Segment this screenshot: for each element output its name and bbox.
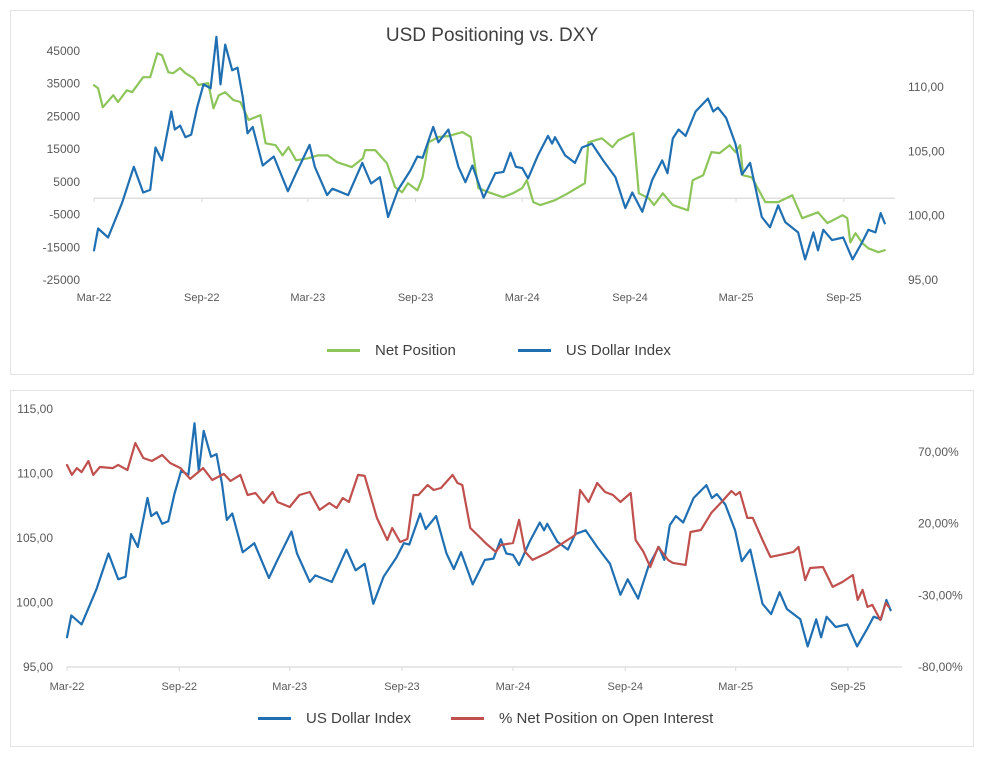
x-tick-label: Mar-22 <box>77 292 112 304</box>
y-left-tick-label: 35000 <box>47 77 81 91</box>
legend-label: % Net Position on Open Interest <box>499 710 714 727</box>
y-left-tick-label: 95,00 <box>23 660 53 674</box>
legend-swatch-net-position-open-interest <box>451 717 485 720</box>
legend-item-us-dollar-index: US Dollar Index <box>258 710 411 727</box>
x-tick-label: Mar-23 <box>272 681 307 693</box>
y-right-tick-label: 20,00% <box>918 517 959 531</box>
y-right-tick-label: -80,00% <box>918 660 963 674</box>
x-tick-label: Sep-23 <box>398 292 433 304</box>
bottom-legend: US Dollar Index % Net Position on Open I… <box>258 710 775 727</box>
series-line-us-dollar-index <box>92 35 886 261</box>
y-left-tick-label: 105,00 <box>16 531 53 545</box>
x-tick-label: Sep-24 <box>608 681 643 693</box>
y-left-tick-label: 115,00 <box>17 402 53 416</box>
y-right-tick-label: -30,00% <box>918 588 963 602</box>
y-right-tick-label: 105,00 <box>908 144 945 158</box>
x-tick-label: Sep-22 <box>184 292 219 304</box>
chart-title: USD Positioning vs. DXY <box>385 25 599 46</box>
legend-label: US Dollar Index <box>565 342 671 359</box>
y-left-tick-label: 5000 <box>53 175 80 189</box>
y-left-tick-label: -15000 <box>43 240 81 254</box>
x-tick-label: Sep-23 <box>384 681 419 693</box>
x-tick-label: Mar-22 <box>50 681 85 693</box>
legend-swatch-us-dollar-index <box>258 717 291 720</box>
x-tick-label: Sep-25 <box>830 681 865 693</box>
series-line-net-position-on-open-interest <box>65 441 890 622</box>
y-right-tick-label: 95,00 <box>908 273 938 287</box>
y-right-tick-label: 100,00 <box>908 209 945 223</box>
legend-swatch-us-dollar-index <box>517 349 551 352</box>
legend-item-net-position: Net Position <box>327 342 456 359</box>
x-tick-label: Sep-25 <box>826 292 861 304</box>
y-left-tick-label: 110,00 <box>17 467 53 481</box>
y-left-tick-label: 15000 <box>47 142 81 156</box>
x-tick-label: Mar-25 <box>718 681 753 693</box>
legend-label: US Dollar Index <box>306 710 412 727</box>
y-left-tick-label: -25000 <box>43 273 81 287</box>
y-left-tick-label: 45000 <box>47 44 81 58</box>
x-tick-label: Mar-23 <box>290 292 325 304</box>
top-legend: Net Position US Dollar Index <box>327 342 733 359</box>
legend-swatch-net-position <box>327 349 360 352</box>
y-left-tick-label: 100,00 <box>16 596 53 610</box>
series-line-net-position <box>92 52 886 254</box>
x-tick-label: Sep-24 <box>612 292 647 304</box>
y-left-tick-label: -5000 <box>49 208 80 222</box>
legend-item-net-position-open-interest: % Net Position on Open Interest <box>451 710 713 727</box>
x-tick-label: Mar-24 <box>505 292 540 304</box>
legend-item-us-dollar-index: US Dollar Index <box>517 342 671 359</box>
y-right-tick-label: 110,00 <box>908 80 944 94</box>
y-left-tick-label: 25000 <box>47 109 81 123</box>
y-right-tick-label: 70,00% <box>918 445 959 459</box>
x-tick-label: Mar-25 <box>719 292 754 304</box>
x-tick-label: Sep-22 <box>162 681 197 693</box>
legend-label: Net Position <box>375 342 456 359</box>
x-tick-label: Mar-24 <box>496 681 531 693</box>
series-line-us-dollar-index <box>65 422 892 648</box>
